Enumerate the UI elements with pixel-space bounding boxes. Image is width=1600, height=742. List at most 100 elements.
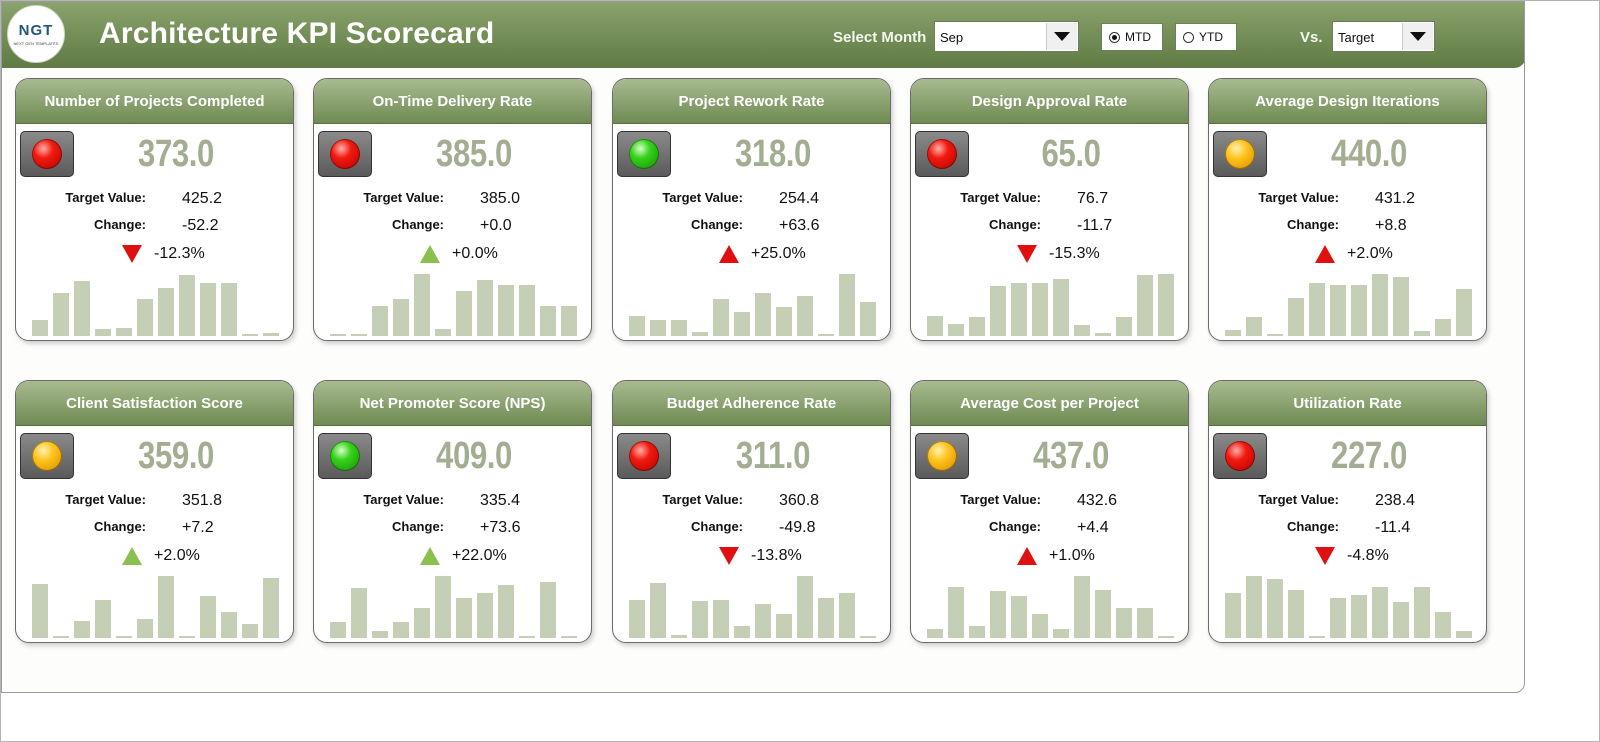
trend-bar xyxy=(221,283,237,336)
change-value: +8.8 xyxy=(1375,217,1407,234)
trend-bar xyxy=(1267,334,1283,336)
arrow-down-icon xyxy=(122,245,142,263)
trend-bar xyxy=(414,274,430,336)
trend-bar xyxy=(540,582,556,638)
trend-bar xyxy=(519,636,535,638)
vs-label: Vs. xyxy=(1300,29,1323,46)
trend-bar xyxy=(95,600,111,638)
status-light xyxy=(20,131,74,177)
trend-bar xyxy=(1246,576,1262,638)
trend-bar xyxy=(1414,331,1430,336)
trend-bar xyxy=(650,583,666,638)
traffic-light-green-icon xyxy=(629,139,659,169)
arrow-up-icon xyxy=(1315,245,1335,263)
kpi-card: Average Design Iterations 440.0 Target Val… xyxy=(1208,78,1487,341)
target-value: 76.7 xyxy=(1077,190,1109,207)
target-value: 360.8 xyxy=(779,492,820,509)
target-label: Target Value: xyxy=(65,190,146,205)
kpi-value: 65.0 xyxy=(1041,133,1101,175)
trend-bar xyxy=(692,332,708,336)
trend-bar xyxy=(158,288,174,336)
target-value: 254.4 xyxy=(779,190,820,207)
vs-dropdown[interactable]: Target xyxy=(1332,21,1435,52)
target-value: 425.2 xyxy=(182,190,223,207)
change-value: -52.2 xyxy=(182,217,219,234)
trend-bar xyxy=(137,299,153,336)
trend-bar xyxy=(116,328,132,336)
target-value: 335.4 xyxy=(480,492,521,509)
trend-bar xyxy=(456,291,472,336)
trend-bar xyxy=(990,286,1006,336)
trend-bar xyxy=(1330,285,1346,336)
trend-bar xyxy=(1158,636,1174,638)
target-value: 238.4 xyxy=(1375,492,1416,509)
trend-bar xyxy=(1053,629,1069,638)
traffic-light-red-icon xyxy=(330,139,360,169)
trend-sparkline xyxy=(927,570,1174,638)
status-light xyxy=(20,433,74,479)
change-percent: -12.3% xyxy=(154,245,205,262)
kpi-title: Budget Adherence Rate xyxy=(613,381,890,426)
trend-bar xyxy=(1116,317,1132,336)
trend-bar xyxy=(74,621,90,638)
trend-bar xyxy=(1372,587,1388,638)
radio-ytd[interactable]: YTD xyxy=(1175,23,1237,51)
kpi-value: 318.0 xyxy=(735,133,811,175)
trend-bar xyxy=(456,598,472,638)
kpi-card: Number of Projects Completed 373.0 Target … xyxy=(15,78,294,341)
kpi-card: Average Cost per Project 437.0 Target Valu… xyxy=(910,380,1189,643)
trend-bar xyxy=(393,622,409,638)
trend-bar xyxy=(1309,283,1325,336)
arrow-up-icon xyxy=(719,245,739,263)
radio-mtd[interactable]: MTD xyxy=(1101,23,1163,51)
kpi-card: Design Approval Rate 65.0 Target Value: 76.… xyxy=(910,78,1189,341)
trend-bar xyxy=(818,598,834,638)
month-dropdown-button[interactable] xyxy=(1046,23,1077,50)
traffic-light-yellow-icon xyxy=(927,441,957,471)
trend-bar xyxy=(519,285,535,336)
kpi-value: 373.0 xyxy=(138,133,214,175)
status-light xyxy=(915,433,969,479)
trend-bar xyxy=(477,280,493,336)
trend-sparkline xyxy=(629,268,876,336)
change-label: Change: xyxy=(989,519,1041,534)
change-value: +4.4 xyxy=(1077,519,1109,536)
trend-bar xyxy=(1288,298,1304,336)
change-label: Change: xyxy=(392,217,444,232)
trend-bar xyxy=(1246,317,1262,336)
trend-bar xyxy=(755,604,771,638)
radio-ytd-circle[interactable] xyxy=(1183,31,1194,43)
trend-bar xyxy=(990,591,1006,638)
trend-bar xyxy=(1414,587,1430,638)
trend-bar xyxy=(200,596,216,638)
trend-bar xyxy=(969,626,985,638)
change-percent: +1.0% xyxy=(1049,547,1095,564)
status-light xyxy=(617,433,671,479)
kpi-value: 440.0 xyxy=(1331,133,1407,175)
trend-bar xyxy=(372,631,388,638)
trend-bar xyxy=(1435,612,1451,638)
traffic-light-red-icon xyxy=(629,441,659,471)
trend-bar xyxy=(839,274,855,336)
trend-bar xyxy=(540,306,556,336)
trend-bar xyxy=(797,576,813,638)
trend-bar xyxy=(948,587,964,638)
kpi-title: Utilization Rate xyxy=(1209,381,1486,426)
trend-bar xyxy=(1053,279,1069,336)
target-label: Target Value: xyxy=(960,190,1041,205)
status-light xyxy=(318,433,372,479)
kpi-value: 409.0 xyxy=(436,435,512,477)
arrow-up-icon xyxy=(420,245,440,263)
trend-bar xyxy=(1456,289,1472,336)
page-title: Architecture KPI Scorecard xyxy=(99,17,495,50)
trend-bar xyxy=(330,622,346,638)
trend-bar xyxy=(692,601,708,638)
vs-dropdown-button[interactable] xyxy=(1402,23,1433,50)
trend-bar xyxy=(1351,285,1367,336)
radio-mtd-circle[interactable] xyxy=(1109,31,1120,43)
kpi-value: 227.0 xyxy=(1331,435,1407,477)
trend-bar xyxy=(1372,274,1388,336)
kpi-title: Client Satisfaction Score xyxy=(16,381,293,426)
month-dropdown[interactable]: Sep xyxy=(934,21,1079,52)
kpi-card: Project Rework Rate 318.0 Target Value: 254… xyxy=(612,78,891,341)
